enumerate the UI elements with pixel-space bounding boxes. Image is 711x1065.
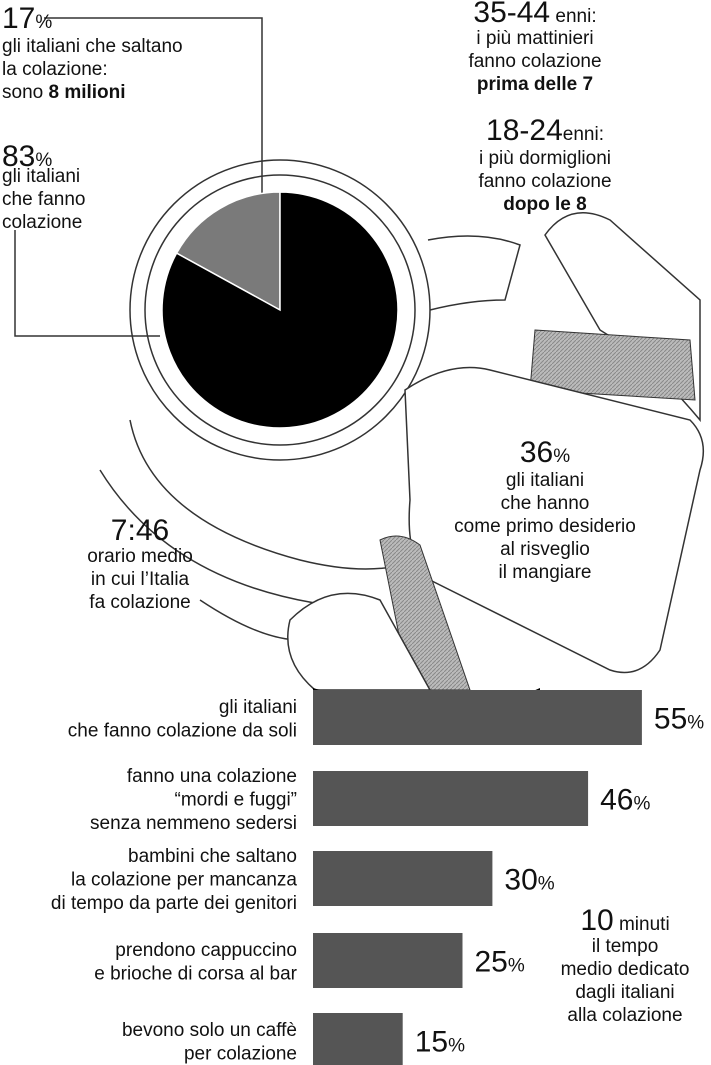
annotation-line: al risveglio — [500, 539, 590, 560]
text-segment: come primo desiderio — [454, 516, 636, 537]
annotation-line: fa colazione — [89, 592, 190, 613]
text-segment: 8 milioni — [48, 82, 125, 103]
value-label: 15% — [415, 1026, 465, 1059]
annotation-line: i più mattinieri — [476, 28, 593, 49]
bar — [313, 1013, 403, 1065]
category-label: senza nemmeno sedersi — [90, 813, 297, 834]
text-segment: il tempo — [592, 936, 659, 957]
annotation-head: 10 minuti — [580, 904, 669, 937]
annotation-line: il tempo — [592, 936, 659, 957]
text-segment: fanno colazione — [468, 51, 601, 72]
annotation-line: fanno colazione — [478, 171, 611, 192]
annotation-line: che hanno — [501, 493, 590, 514]
text-segment: fanno colazione — [478, 171, 611, 192]
text-segment: colazione — [2, 212, 82, 233]
value-label: 46% — [600, 784, 650, 817]
bar — [313, 771, 588, 826]
value-label: 55% — [654, 703, 704, 736]
text-segment: medio dedicato — [561, 959, 690, 980]
annotation-line: in cui l’Italia — [91, 569, 190, 590]
text-segment: alla colazione — [567, 1005, 682, 1026]
text-segment: dagli italiani — [575, 982, 674, 1003]
annotation-line: la colazione: — [2, 59, 108, 80]
text-segment: al risveglio — [500, 539, 590, 560]
annotation-line: sono 8 milioni — [2, 82, 126, 103]
value-label: 30% — [504, 864, 554, 897]
category-label: prendono cappuccino — [115, 940, 297, 961]
infographic: 17%gli italiani che saltanola colazione:… — [0, 0, 711, 1065]
text-segment: i più dormiglioni — [479, 148, 611, 169]
category-label: la colazione per mancanza — [71, 870, 297, 891]
text-segment: fa colazione — [89, 592, 190, 613]
text-segment: i più mattinieri — [476, 28, 593, 49]
annotation-head: 35-44 enni: — [473, 0, 596, 29]
text-segment: orario medio — [87, 546, 193, 567]
text-segment: in cui l’Italia — [91, 569, 190, 590]
text-segment: sono — [2, 82, 48, 103]
value-label: 17% — [2, 2, 52, 35]
category-label: gli italiani — [219, 697, 297, 718]
category-label: bevono solo un caffè — [122, 1020, 297, 1041]
category-label: “mordi e fuggi” — [175, 790, 298, 811]
category-label: che fanno colazione da soli — [68, 720, 297, 741]
annotation-line: che fanno — [2, 189, 85, 210]
text-segment: gli italiani — [506, 470, 584, 491]
annotation-line: i più dormiglioni — [479, 148, 611, 169]
annotation-head: 18-24enni: — [486, 114, 604, 147]
category-label: e brioche di corsa al bar — [94, 963, 297, 984]
annotation-line: come primo desiderio — [454, 516, 636, 537]
bar — [313, 851, 492, 906]
text-segment: dopo le 8 — [503, 194, 586, 215]
category-label: fanno una colazione — [127, 766, 297, 787]
annotation-line: medio dedicato — [561, 959, 690, 980]
text-segment: il mangiare — [499, 562, 592, 583]
annotation-line: prima delle 7 — [477, 74, 593, 95]
annotation-line: dopo le 8 — [503, 194, 586, 215]
value-label: 25% — [475, 946, 525, 979]
bar — [313, 690, 642, 745]
text-segment: la colazione: — [2, 59, 108, 80]
bar — [313, 933, 463, 988]
category-label: per colazione — [184, 1043, 297, 1064]
annotation-line: dagli italiani — [575, 982, 674, 1003]
annotation-line: gli italiani — [506, 470, 584, 491]
text-segment: prima delle 7 — [477, 74, 593, 95]
annotation-line: gli italiani — [2, 166, 80, 187]
category-label: bambini che saltano — [128, 846, 297, 867]
annotation-line: fanno colazione — [468, 51, 601, 72]
text-segment: gli italiani che saltano — [2, 36, 183, 57]
category-label: di tempo da parte dei genitori — [51, 893, 297, 914]
annotation-line: orario medio — [87, 546, 193, 567]
text-segment: che hanno — [501, 493, 590, 514]
annotation-line: il mangiare — [499, 562, 592, 583]
annotation-line: colazione — [2, 212, 82, 233]
annotation-line: gli italiani che saltano — [2, 36, 183, 57]
text-segment: che fanno — [2, 189, 85, 210]
text-segment: gli italiani — [2, 166, 80, 187]
annotation-head: 7:46 — [111, 514, 169, 547]
annotation-line: alla colazione — [567, 1005, 682, 1026]
